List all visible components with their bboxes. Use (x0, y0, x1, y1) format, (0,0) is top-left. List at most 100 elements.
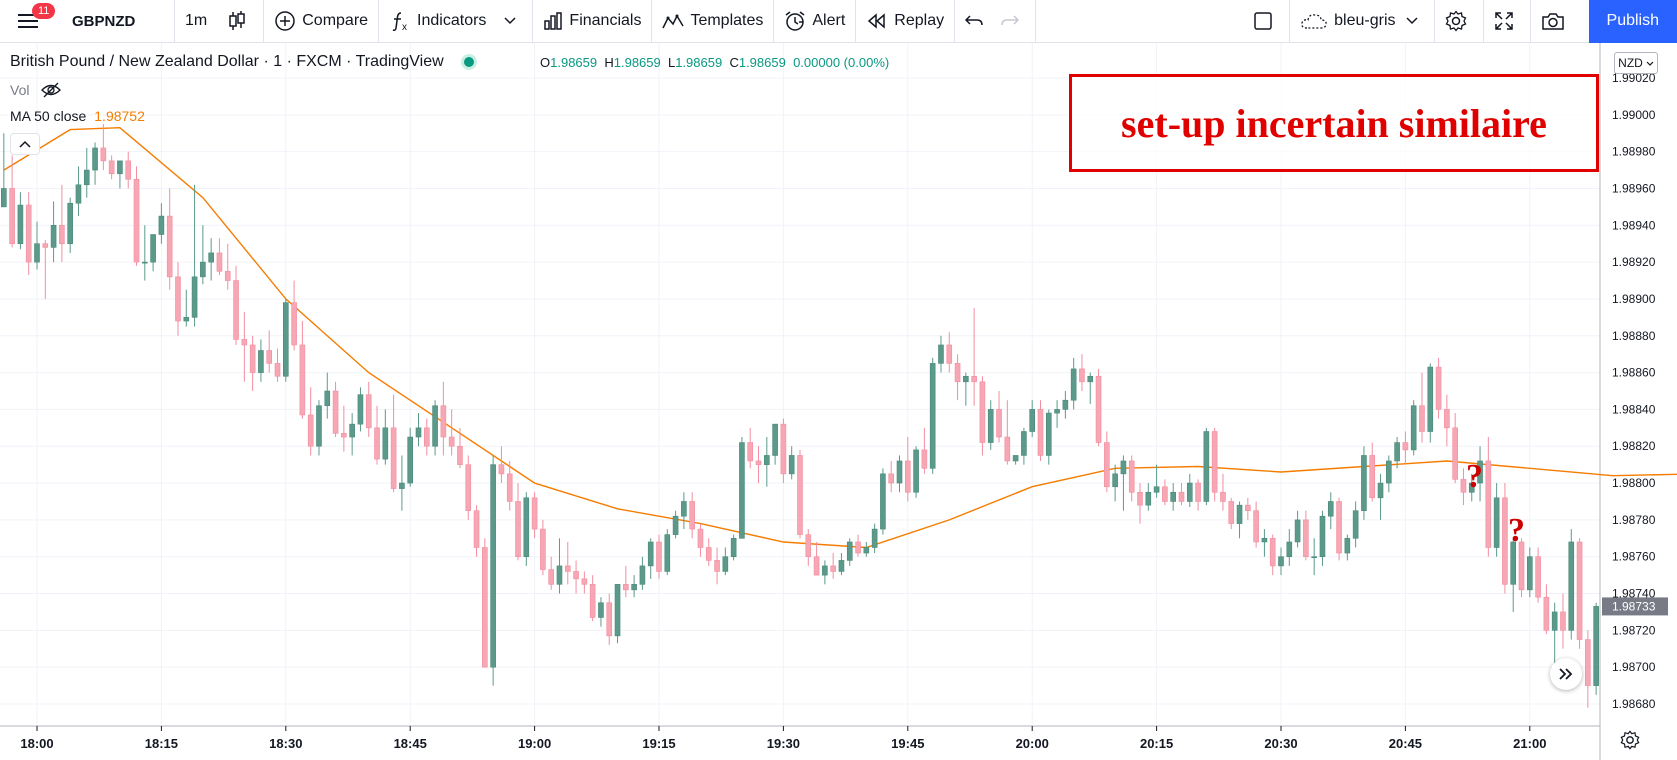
candle-body (117, 160, 123, 175)
price-tick-label: 1.98780 (1612, 513, 1656, 527)
price-tick-label: 1.98800 (1612, 476, 1656, 490)
symbol-search-button[interactable]: GBPNZD (72, 12, 136, 30)
open-label: O (540, 55, 551, 70)
candle-body (722, 556, 729, 572)
gear-icon (1620, 730, 1640, 750)
divider (773, 0, 775, 43)
candle-body (1585, 639, 1591, 686)
candle-body (623, 584, 629, 591)
currency-selector[interactable]: NZD (1614, 52, 1658, 74)
main-menu-button[interactable]: 11 (0, 0, 62, 43)
candle-body (440, 405, 447, 438)
candle-body (158, 215, 165, 235)
settings-button[interactable] (1435, 0, 1483, 43)
question-mark-annotation[interactable]: ? (1466, 458, 1483, 495)
candle-body (1087, 375, 1094, 383)
snapshot-button[interactable] (1531, 0, 1581, 43)
alarm-clock-icon (785, 11, 805, 31)
low-value: 1.98659 (675, 55, 723, 70)
candle-body (515, 501, 521, 558)
divider (651, 0, 653, 43)
candle-body (1593, 606, 1599, 686)
candle-body (1195, 482, 1201, 502)
candle-body (1112, 473, 1118, 488)
candle-body (1518, 541, 1525, 591)
candle-body (1, 188, 7, 208)
candle-body (166, 215, 173, 278)
layout-menu-button[interactable]: bleu-gris (1290, 0, 1433, 43)
replay-button[interactable]: Replay (856, 0, 954, 43)
candle-body (780, 423, 787, 475)
current-price-label: 1.98733 (1612, 599, 1656, 613)
collapse-legend-button[interactable] (10, 133, 40, 155)
candle-body (606, 602, 613, 637)
candle-body (1029, 409, 1035, 432)
candle-body (631, 584, 637, 591)
candle-body (863, 547, 870, 554)
candle-body (1510, 541, 1517, 585)
price-tick-label: 1.98920 (1612, 255, 1656, 269)
financials-label: Financials (569, 12, 642, 29)
legend-title[interactable]: British Pound / New Zealand Dollar · 1 ·… (10, 53, 474, 71)
candle-body (1220, 491, 1226, 502)
candle-body (233, 280, 239, 340)
question-mark-annotation[interactable]: ? (1508, 512, 1525, 549)
candle-body (1560, 611, 1566, 631)
candle-body (1369, 455, 1376, 499)
candle-body (307, 414, 314, 447)
chart-type-button[interactable] (217, 0, 263, 43)
price-chart[interactable]: 1.99020 1.99000 1.98980 1.98960 1.98940 1.989… (0, 43, 1677, 760)
candle-body (1294, 519, 1301, 543)
price-tick-label: 1.99000 (1612, 108, 1656, 122)
undo-button[interactable] (955, 0, 999, 43)
publish-button[interactable]: Publish (1588, 0, 1677, 43)
candle-body (855, 541, 861, 554)
fullscreen-toggle-button[interactable] (1243, 0, 1289, 43)
indicators-button[interactable]: x Indicators (379, 0, 532, 43)
candle-body (1394, 442, 1400, 462)
top-toolbar: 11 GBPNZD 1m Compare x Indicators Financ… (0, 0, 1677, 43)
candle-body (1402, 442, 1409, 451)
price-tick-label: 1.99020 (1612, 71, 1656, 85)
bar-chart-icon (544, 12, 563, 30)
candle-body (705, 547, 712, 561)
candle-body (1054, 409, 1060, 414)
templates-icon (662, 14, 685, 29)
redo-button[interactable] (999, 0, 1035, 43)
time-tick-label: 18:15 (145, 736, 178, 751)
time-tick-label: 20:00 (1016, 736, 1049, 751)
interval-button[interactable]: 1m (185, 12, 208, 29)
layout-name: bleu-gris (1334, 12, 1396, 29)
candle-body (1079, 368, 1085, 383)
undo-icon (965, 15, 983, 26)
chevron-down-icon[interactable] (504, 17, 516, 25)
candle-body (17, 204, 24, 245)
candle-body (1319, 515, 1326, 558)
scroll-to-realtime-button[interactable] (1550, 658, 1582, 690)
templates-button[interactable]: Templates (652, 0, 773, 43)
alert-button[interactable]: Alert (774, 0, 855, 43)
axis-settings-button[interactable] (1620, 730, 1640, 755)
financials-button[interactable]: Financials (533, 0, 651, 43)
candle-body (1527, 556, 1533, 591)
svg-text:x: x (402, 22, 407, 32)
time-tick-label: 19:30 (767, 736, 800, 751)
ma-legend[interactable]: MA 50 close 1.98752 (10, 108, 145, 124)
candle-body (1452, 427, 1458, 480)
candle-body (83, 169, 90, 186)
annotation-box[interactable]: set-up incertain similaire (1069, 74, 1599, 172)
candle-body (407, 436, 414, 484)
time-axis: 18:00 18:15 18:30 18:45 19:00 19:15 19:30 19:45… (20, 726, 1546, 751)
eye-off-icon[interactable] (41, 82, 62, 98)
divider (1482, 0, 1484, 43)
candle-body (581, 578, 588, 585)
candle-body (282, 302, 289, 377)
candle-body (797, 455, 803, 535)
chevron-up-icon (19, 140, 31, 148)
ma-line (3, 126, 1677, 549)
volume-label: Vol (10, 82, 30, 98)
compare-button[interactable]: Compare (264, 0, 378, 43)
fullscreen-button[interactable] (1484, 0, 1530, 43)
candle-body (531, 497, 538, 530)
volume-legend[interactable]: Vol (10, 82, 62, 98)
